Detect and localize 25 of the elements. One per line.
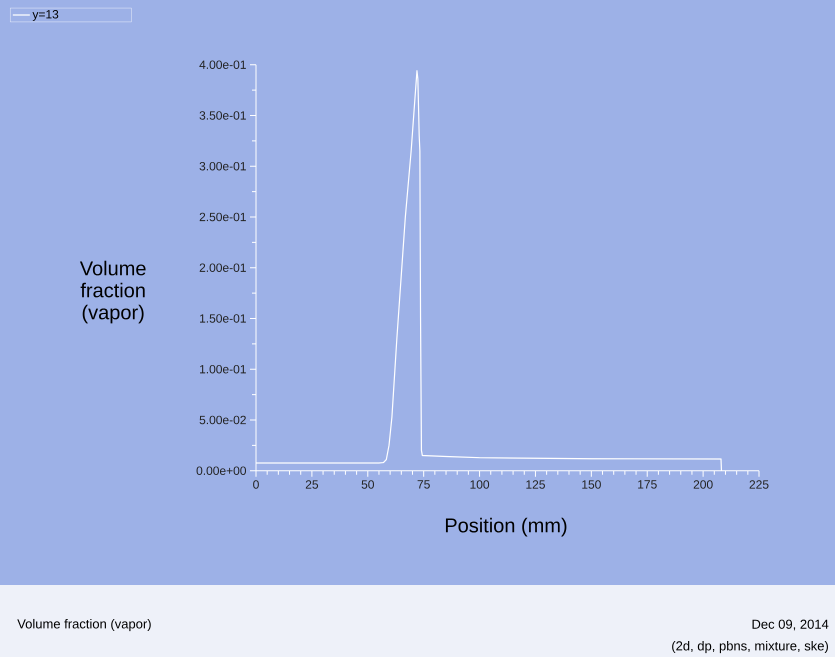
x-tick-label: 125 [526, 480, 545, 489]
text: Volume fraction (vapor) [17, 618, 151, 632]
text: Dec 09, 2014 [752, 620, 828, 630]
x-tick-label: 0 [253, 480, 259, 489]
x-tick-label: 75 [418, 480, 430, 489]
y-tick-label: 2.00e-01 [200, 263, 246, 272]
legend-label: y=13 [32, 10, 58, 21]
y-tick-label: 3.00e-01 [200, 162, 246, 170]
y-tick-label: 5.00e-02 [200, 416, 246, 424]
y-tick-label: 1.50e-01 [200, 314, 246, 323]
y-tick-label: 2.50e-01 [200, 212, 246, 222]
text: (2d, dp, pbns, mixture, ske) [672, 640, 828, 654]
y-tick-label: 1.00e-01 [200, 364, 246, 374]
x-tick-label: 200 [694, 480, 713, 489]
x-tick-label: 150 [582, 480, 601, 489]
x-tick-label: 50 [362, 480, 374, 489]
y-tick-label: 4.00e-01 [199, 60, 246, 69]
y-tick-label: 3.50e-01 [200, 111, 246, 120]
x-tick-label: 225 [750, 480, 769, 489]
x-tick-label: 25 [306, 480, 318, 489]
x-tick-label: 175 [638, 480, 657, 489]
x-axis-title: Position (mm) [446, 518, 566, 536]
y-tick-label: 0.00e+00 [196, 466, 246, 475]
x-tick-label: 100 [470, 480, 490, 489]
y-axis-title: Volume fraction (vapor) [80, 260, 146, 324]
